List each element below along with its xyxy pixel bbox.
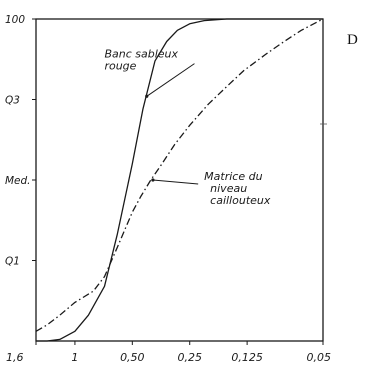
annotation-text: Matrice du xyxy=(204,170,262,183)
annotation-arrow-tip xyxy=(145,94,149,98)
annotation-arrow-tip xyxy=(151,178,155,182)
annotation-leader xyxy=(146,63,195,97)
series-line-dashdot xyxy=(35,18,324,332)
series-line-solid xyxy=(36,18,323,342)
series-layer xyxy=(35,18,324,342)
annotation-leader xyxy=(152,179,199,185)
x-tick-label: 1,6 xyxy=(6,351,24,364)
x-tick-label: 1 xyxy=(71,351,78,364)
y-tick-label: Q3 xyxy=(5,95,20,107)
x-tick-label: 0,125 xyxy=(231,351,263,364)
annotation-text: caillouteux xyxy=(210,194,271,207)
y-tick-label: Q1 xyxy=(5,256,20,268)
x-axis: 1,6 1 0,50 0,25 0,125 0,05 xyxy=(6,341,331,364)
y-tick-label: Med. xyxy=(5,175,31,187)
panel-letter: D xyxy=(347,32,358,48)
x-tick-label: 0,25 xyxy=(177,351,202,364)
annotation-text: Banc sableux xyxy=(104,48,178,61)
annotation-text: rouge xyxy=(104,60,136,73)
x-tick-label: 0,05 xyxy=(307,351,332,364)
x-tick-label: 0,50 xyxy=(120,351,145,364)
y-axis: 100 Q3 Med. Q1 xyxy=(5,14,36,268)
annotation-text: niveau xyxy=(210,182,247,195)
y-tick-label: 100 xyxy=(5,14,25,26)
